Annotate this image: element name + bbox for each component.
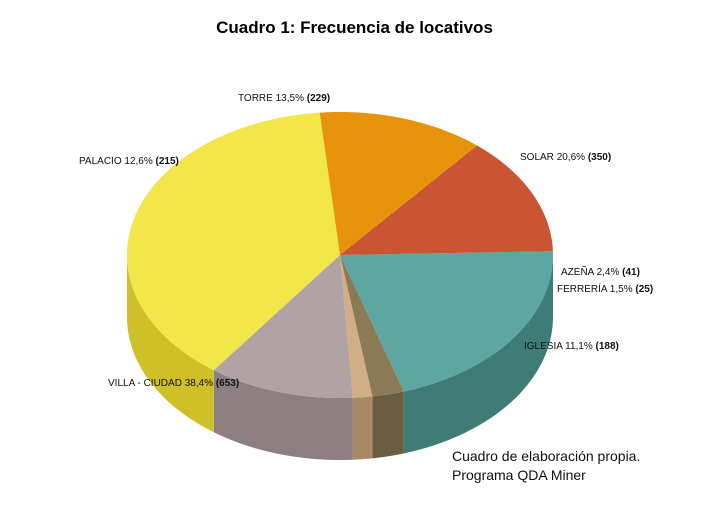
pie-slices bbox=[127, 112, 553, 398]
slice-label-name: VILLA - CIUDAD bbox=[108, 378, 185, 389]
pie-slice-ferrer-a bbox=[340, 255, 373, 398]
slice-label-count: (215) bbox=[156, 156, 179, 167]
slice-label-aze-a: AZEÑA 2,4% (41) bbox=[561, 265, 640, 278]
pie-side-villa-ciudad bbox=[127, 255, 214, 433]
slice-label-name: PALACIO bbox=[79, 156, 124, 167]
slice-label-iglesia: IGLESIA 11,1% (188) bbox=[524, 341, 619, 352]
slice-label-pct: 2,4% bbox=[597, 267, 623, 278]
slice-label-pct: 1,5% bbox=[610, 284, 636, 295]
pie-side-iglesia bbox=[213, 370, 353, 460]
source-note-line-2: Programa QDA Miner bbox=[452, 467, 586, 483]
slice-label-count: (229) bbox=[307, 93, 330, 104]
slice-label-pct: 11,1% bbox=[565, 341, 595, 352]
pie-side-ferrer-a bbox=[352, 396, 373, 460]
slice-label-villa-ciudad: VILLA - CIUDAD 38,4% (653) bbox=[108, 378, 239, 389]
slice-label-name: TORRE bbox=[238, 93, 276, 104]
pie-slice-torre bbox=[340, 145, 553, 255]
slice-label-torre: TORRE 13,5% (229) bbox=[238, 93, 330, 104]
source-note-line-1: Cuadro de elaboración propia. bbox=[452, 448, 641, 464]
slice-label-name: AZEÑA bbox=[561, 265, 597, 278]
slice-label-count: (653) bbox=[216, 378, 239, 389]
slice-label-pct: 12,6% bbox=[124, 156, 155, 167]
pie-side-aze-a bbox=[372, 391, 404, 459]
slice-label-name: SOLAR bbox=[520, 152, 557, 163]
source-note: Cuadro de elaboración propia. Programa Q… bbox=[452, 447, 640, 485]
slice-label-count: (41) bbox=[622, 267, 640, 278]
pie-labels: SOLAR 20,6% (350) AZEÑA 2,4% (41) FERRERÍA… bbox=[79, 93, 653, 389]
slice-label-solar: SOLAR 20,6% (350) bbox=[520, 152, 611, 163]
slice-label-pct: 13,5% bbox=[276, 93, 307, 104]
slice-label-ferrer-a: FERRERÍA 1,5% (25) bbox=[557, 282, 653, 295]
slice-label-count: (25) bbox=[635, 284, 653, 295]
slice-label-palacio: PALACIO 12,6% (215) bbox=[79, 156, 179, 167]
pie-slice-aze-a bbox=[340, 255, 404, 397]
chart-title: Cuadro 1: Frecuencia de locativos bbox=[216, 18, 493, 37]
slice-label-count: (188) bbox=[596, 341, 619, 352]
slice-label-pct: 20,6% bbox=[557, 152, 588, 163]
slice-label-name: FERRERÍA bbox=[557, 282, 610, 295]
slice-label-pct: 38,4% bbox=[185, 378, 216, 389]
pie-sides bbox=[127, 255, 553, 460]
pie-side-solar bbox=[403, 255, 553, 454]
pie-slice-iglesia bbox=[213, 255, 353, 398]
pie-slice-palacio bbox=[319, 112, 478, 255]
slice-label-name: IGLESIA bbox=[524, 341, 565, 352]
slice-label-count: (350) bbox=[588, 152, 611, 163]
pie-slice-solar bbox=[340, 251, 553, 392]
pie-slice-villa-ciudad bbox=[127, 112, 340, 371]
